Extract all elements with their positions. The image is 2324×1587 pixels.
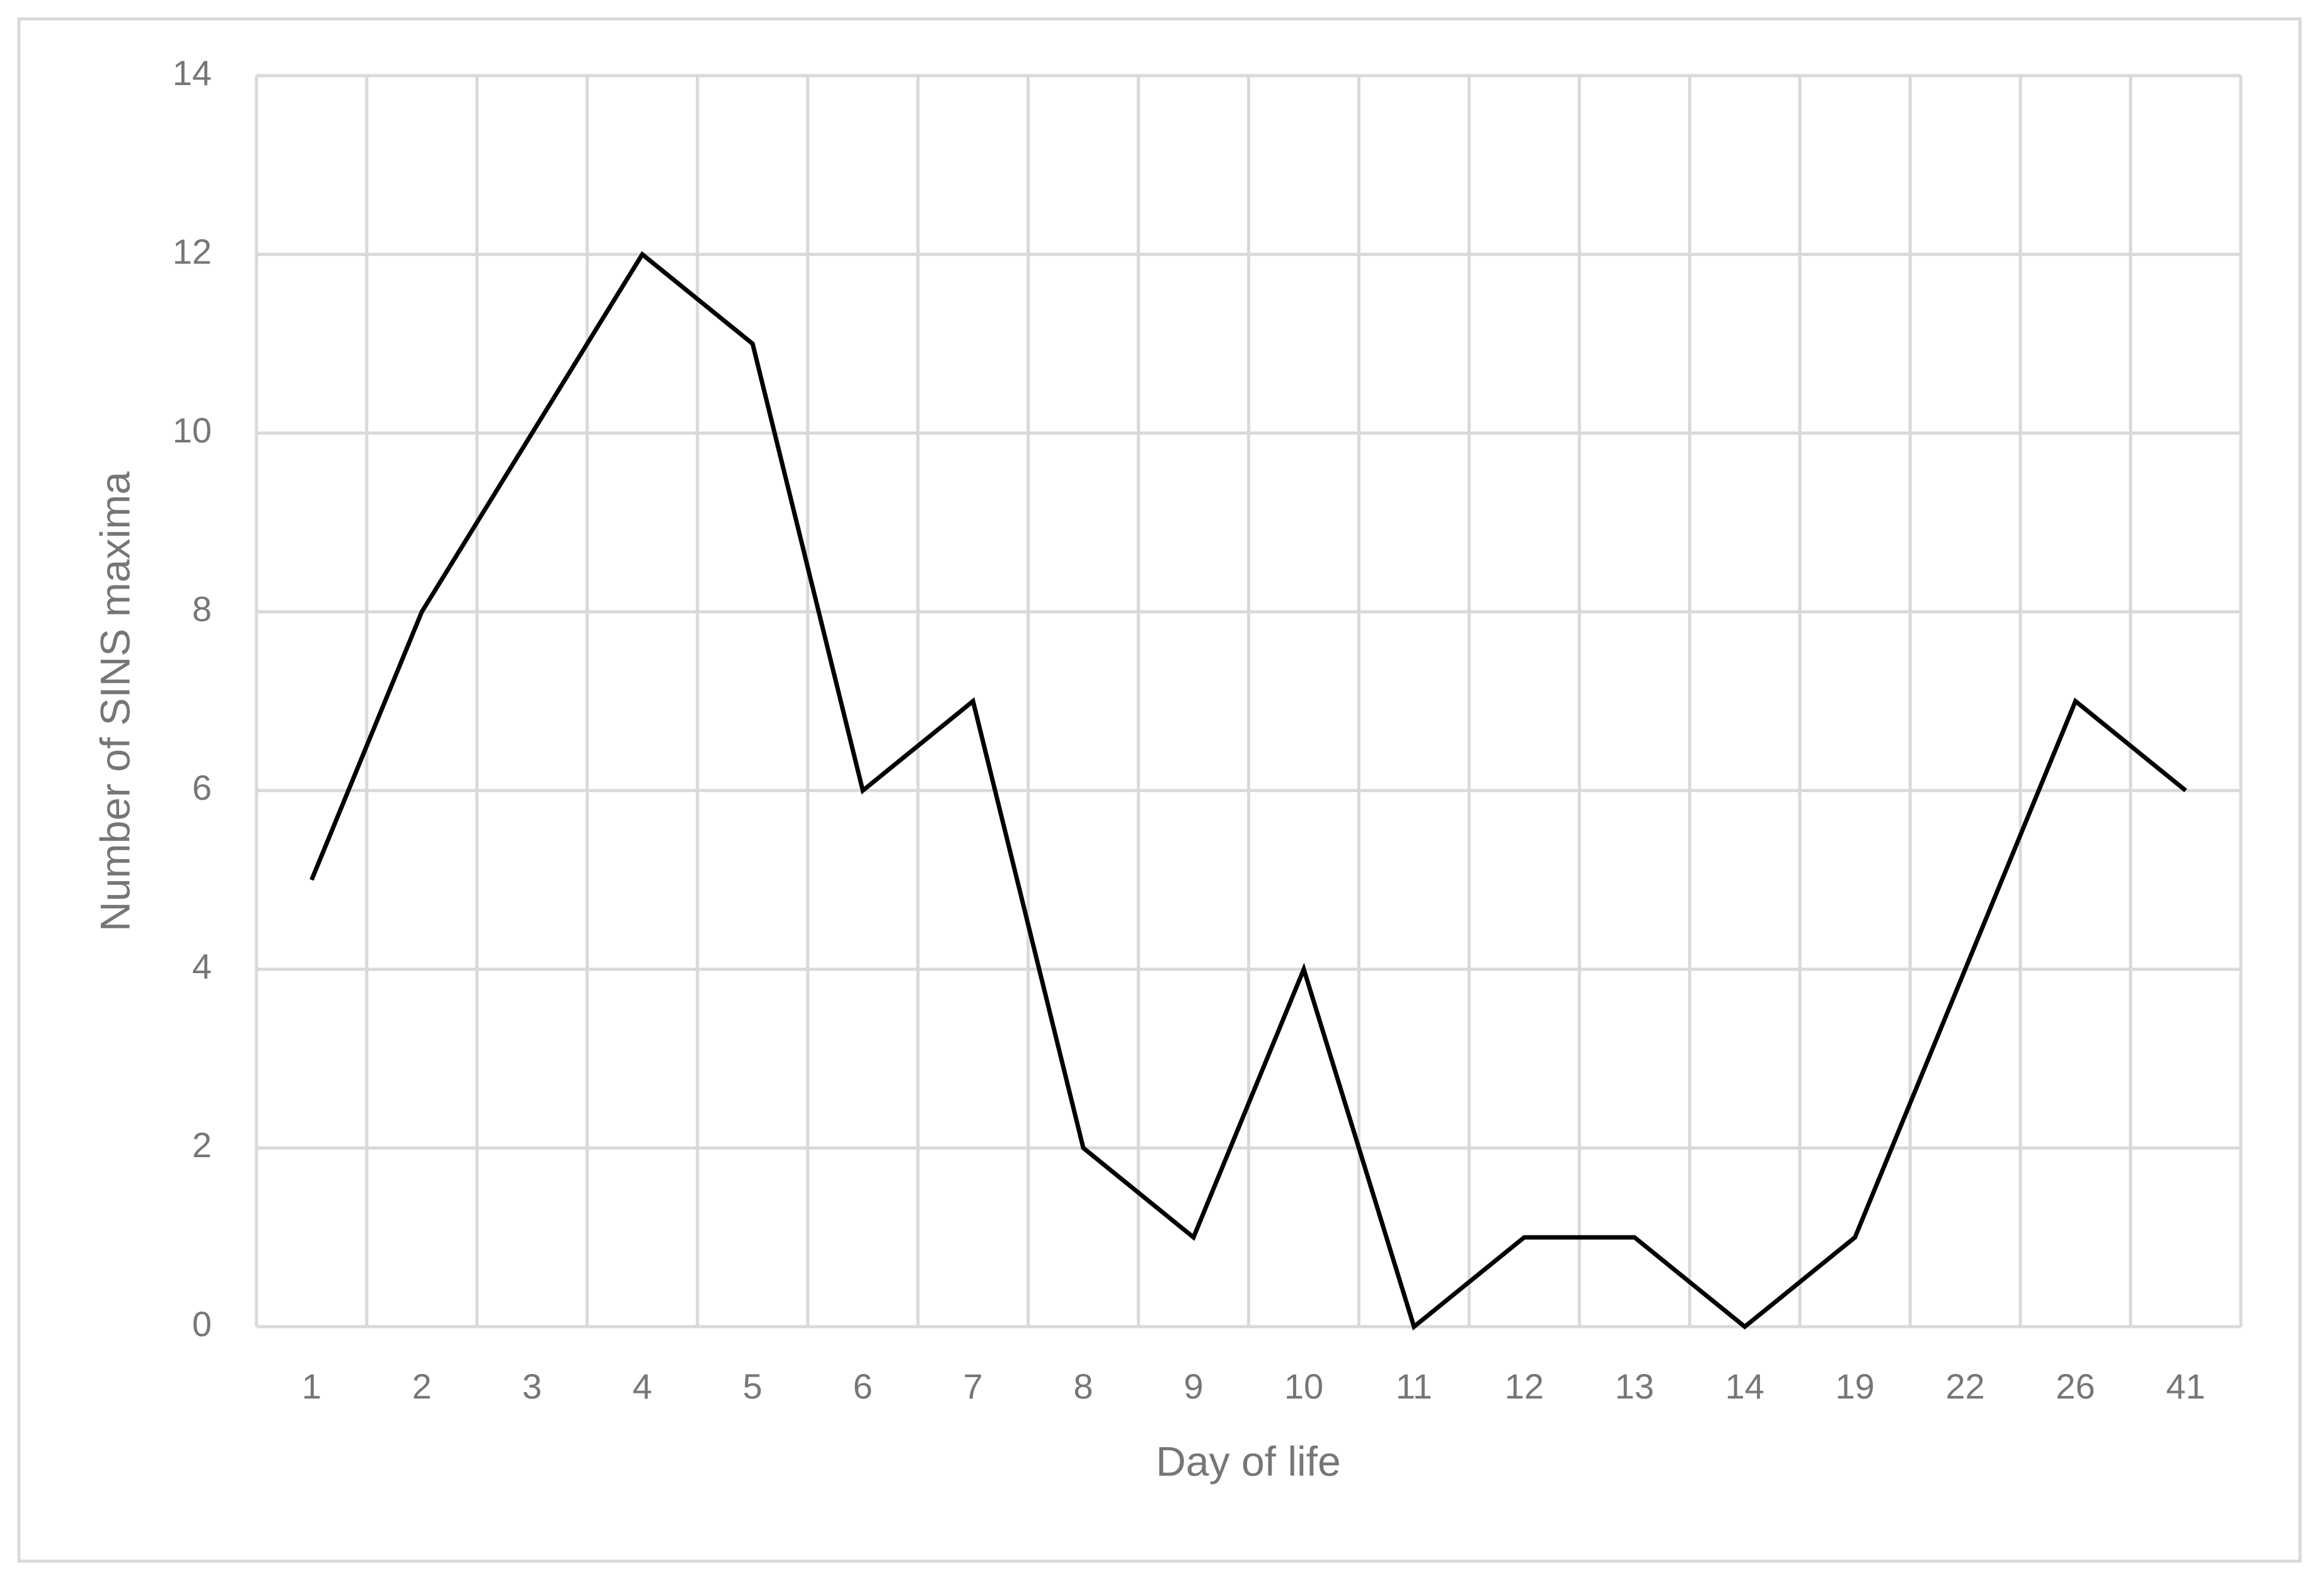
plot <box>309 251 2187 1330</box>
x-tick-label: 19 <box>1836 1366 1875 1406</box>
y-tick-label: 12 <box>173 231 212 271</box>
x-tick-label: 1 <box>302 1366 321 1406</box>
x-tick-label: 12 <box>1505 1366 1544 1406</box>
data-line <box>309 251 2187 1330</box>
y-tick-label: 0 <box>192 1304 212 1344</box>
x-tick-label: 9 <box>1183 1366 1203 1406</box>
x-tick-label: 7 <box>964 1366 983 1406</box>
x-tick-label: 14 <box>1725 1366 1764 1406</box>
grid <box>255 74 2243 1329</box>
x-tick-label: 2 <box>412 1366 432 1406</box>
x-tick-label: 3 <box>522 1366 542 1406</box>
x-tick-label: 41 <box>2166 1366 2205 1406</box>
x-tick-label: 6 <box>853 1366 873 1406</box>
y-axis-title: Number of SINS maxima <box>91 471 138 932</box>
x-tick-label: 10 <box>1284 1366 1323 1406</box>
x-tick-label: 11 <box>1396 1366 1432 1406</box>
x-tick-label: 26 <box>2056 1366 2095 1406</box>
x-tick-label: 5 <box>743 1366 762 1406</box>
y-tick-label: 10 <box>173 410 212 450</box>
x-axis-title: Day of life <box>1156 1438 1340 1484</box>
x-tick-label: 22 <box>1945 1366 1984 1406</box>
y-tick-label: 8 <box>192 589 212 629</box>
y-tick-label: 2 <box>192 1125 212 1165</box>
x-tick-label: 4 <box>633 1366 652 1406</box>
y-tick-label: 6 <box>192 768 212 807</box>
x-tick-label: 13 <box>1615 1366 1654 1406</box>
x-tick-label: 8 <box>1074 1366 1093 1406</box>
y-tick-label: 4 <box>192 947 212 986</box>
y-tick-label: 14 <box>173 53 212 93</box>
